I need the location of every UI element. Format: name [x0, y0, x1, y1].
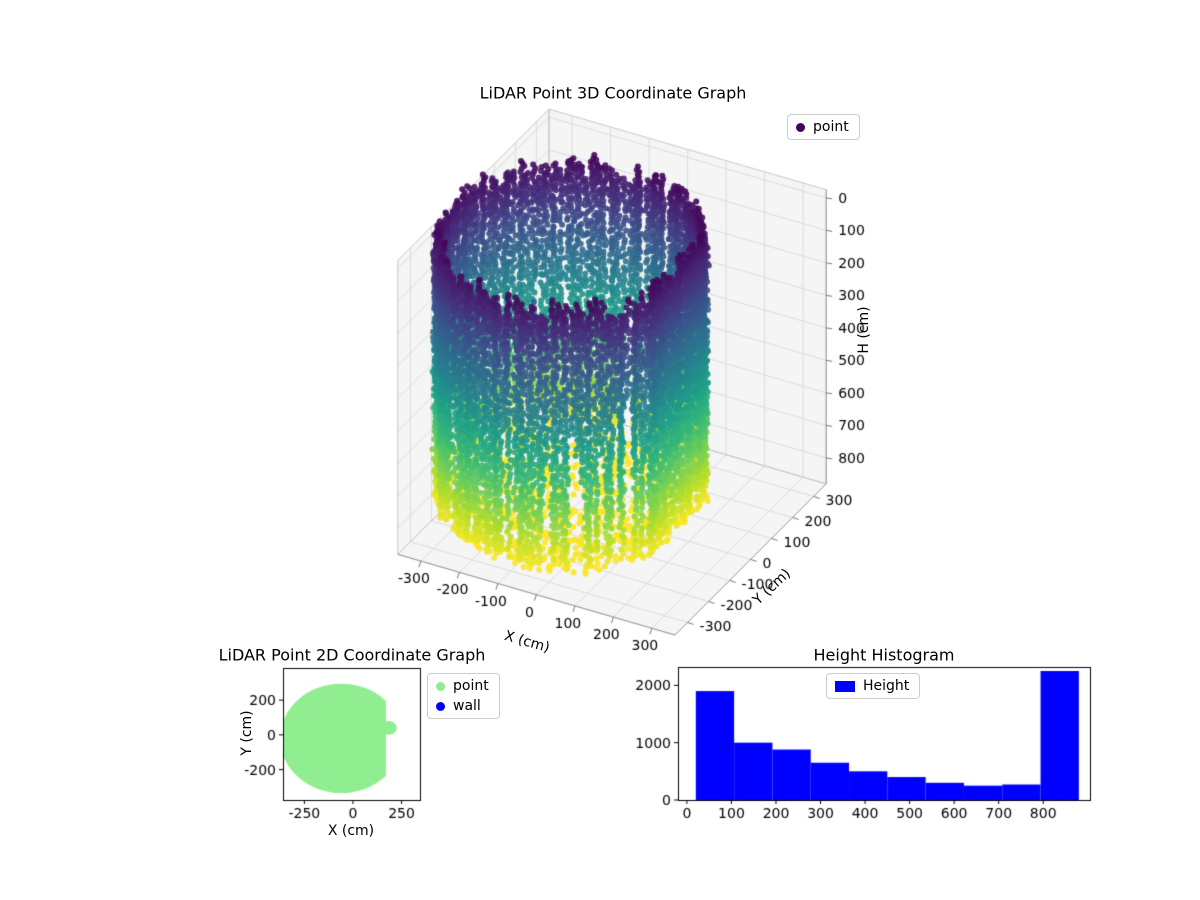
chart2d-x-axis-label: X (cm) [327, 823, 375, 839]
height-bar-marker-icon [835, 680, 855, 692]
chart3d-z-axis-label: H (cm) [856, 306, 872, 354]
chart3d-legend-label-point: point [813, 119, 849, 135]
chart2d-title: LiDAR Point 2D Coordinate Graph [218, 645, 486, 665]
chart2d-legend-label-point: point [453, 678, 489, 694]
point-marker-icon [796, 122, 805, 132]
chart3d-legend: point [787, 114, 860, 140]
histogram-title: Height Histogram [813, 645, 955, 665]
point-marker-icon [436, 681, 445, 691]
histogram-legend-label-height: Height [863, 678, 910, 694]
chart2d-legend: point wall [427, 673, 500, 719]
chart2d-legend-item-wall: wall [436, 698, 489, 714]
chart2d-y-axis-label: Y (cm) [239, 710, 255, 756]
chart2d-legend-item-point: point [436, 678, 489, 694]
chart2d-legend-label-wall: wall [453, 698, 481, 714]
histogram-legend: Height [826, 673, 921, 699]
chart3d-title: LiDAR Point 3D Coordinate Graph [479, 83, 747, 103]
chart3d-legend-item-point: point [796, 119, 849, 135]
histogram-legend-item-height: Height [835, 678, 909, 694]
wall-marker-icon [436, 701, 445, 711]
